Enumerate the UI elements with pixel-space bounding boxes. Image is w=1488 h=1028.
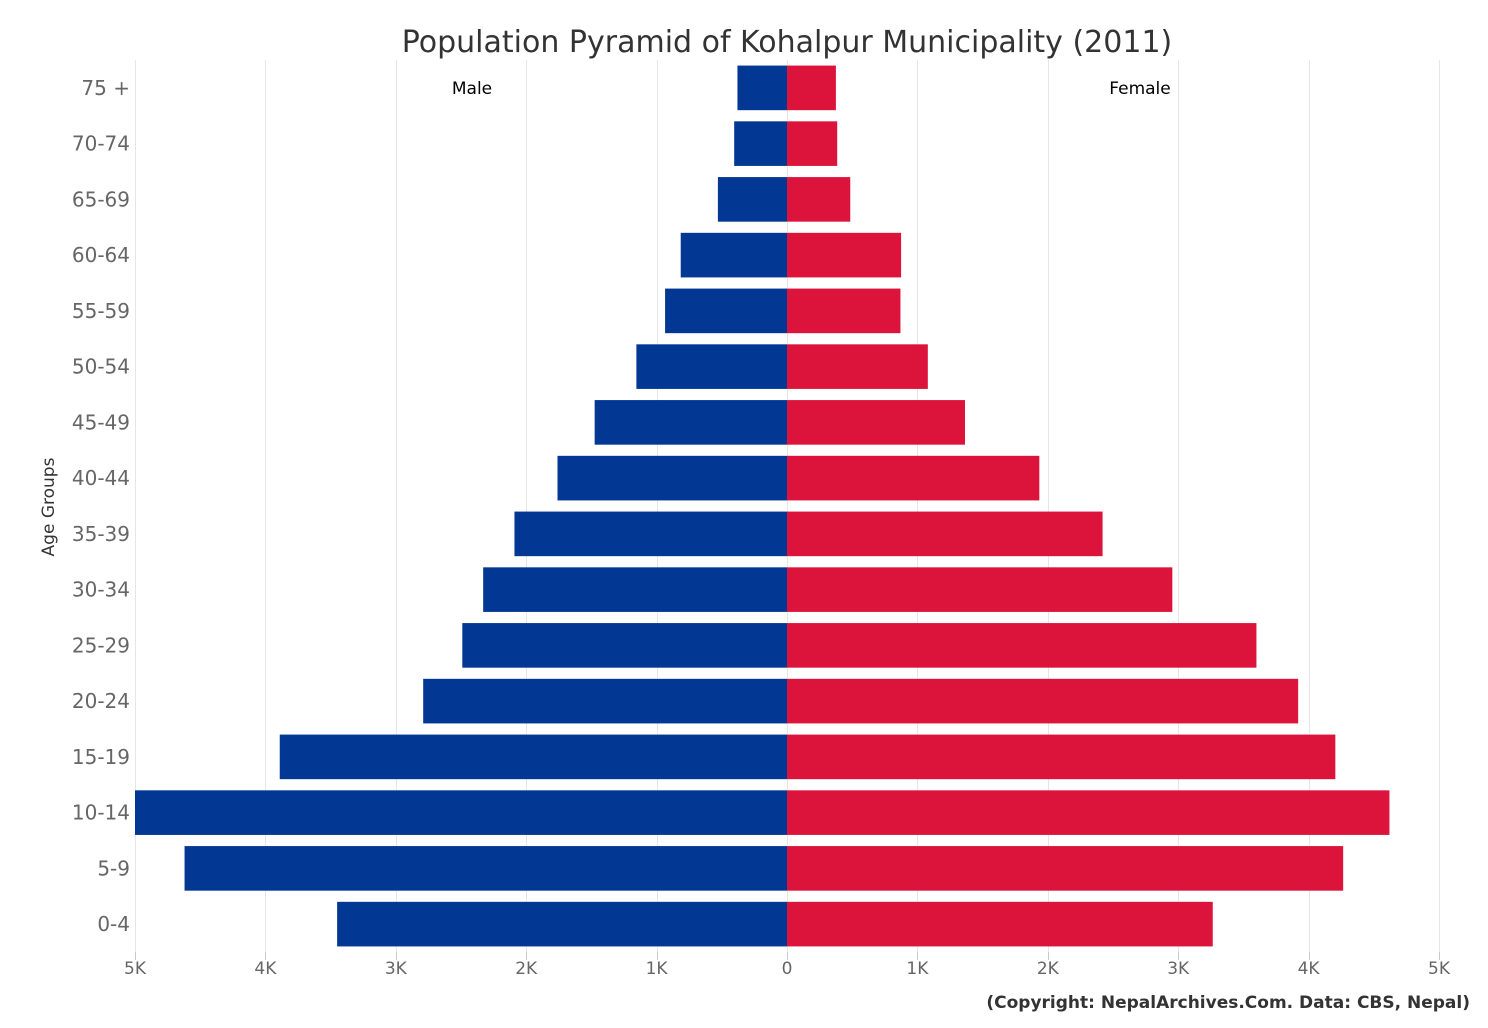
bar-female-2 bbox=[787, 177, 851, 222]
bar-female-13 bbox=[787, 790, 1390, 835]
category-labels: 75 + 70-74 65-69 60-64 55-59 50-54 45-49 40-44 3… bbox=[72, 76, 130, 936]
bar-female-4 bbox=[787, 288, 901, 334]
category-label: 50-54 bbox=[72, 355, 130, 379]
bar-female-5 bbox=[787, 344, 928, 389]
bar-male-5 bbox=[636, 344, 787, 389]
chart-title: Population Pyramid of Kohalpur Municipal… bbox=[402, 25, 1172, 60]
bar-male-1 bbox=[734, 121, 787, 166]
category-label: 55-59 bbox=[72, 299, 130, 323]
category-label: 35-39 bbox=[72, 522, 130, 546]
bar-male-13 bbox=[135, 790, 787, 835]
category-label: 15-19 bbox=[72, 745, 130, 769]
y-axis-title: Age Groups bbox=[39, 457, 59, 556]
bar-male-4 bbox=[665, 288, 787, 334]
category-label: 5-9 bbox=[97, 856, 130, 880]
category-label: 10-14 bbox=[72, 801, 130, 825]
bar-male-8 bbox=[514, 511, 787, 557]
x-tick-label: 1K bbox=[646, 959, 669, 979]
category-label: 40-44 bbox=[72, 466, 130, 490]
bar-female-6 bbox=[787, 400, 965, 445]
bar-male-3 bbox=[680, 232, 787, 278]
x-tick-label: 0 bbox=[782, 959, 793, 979]
x-tick-label: 5K bbox=[124, 959, 147, 979]
bars bbox=[135, 65, 1390, 947]
bar-male-2 bbox=[717, 177, 787, 222]
x-tick-label: 4K bbox=[254, 959, 277, 979]
x-tick-label: 3K bbox=[385, 959, 408, 979]
category-label: 45-49 bbox=[72, 410, 130, 434]
bar-female-10 bbox=[787, 623, 1257, 668]
bar-male-9 bbox=[483, 567, 787, 612]
series-label-male: Male bbox=[452, 79, 492, 99]
x-tick-label: 1K bbox=[906, 959, 929, 979]
bar-female-3 bbox=[787, 232, 902, 278]
x-tick-label: 4K bbox=[1298, 959, 1321, 979]
bar-male-10 bbox=[462, 623, 787, 668]
x-tick-label: 5K bbox=[1428, 959, 1451, 979]
category-label: 60-64 bbox=[72, 243, 130, 267]
category-label: 70-74 bbox=[72, 132, 130, 156]
bar-male-7 bbox=[557, 455, 787, 501]
category-label: 20-24 bbox=[72, 689, 130, 713]
bar-female-12 bbox=[787, 734, 1336, 780]
bar-male-0 bbox=[737, 65, 787, 111]
credit-text: (Copyright: NepalArchives.Com. Data: CBS… bbox=[986, 993, 1470, 1013]
bar-male-15 bbox=[337, 901, 787, 947]
bar-female-14 bbox=[787, 846, 1344, 891]
category-label: 0-4 bbox=[97, 912, 130, 936]
bar-female-9 bbox=[787, 567, 1173, 612]
bar-female-0 bbox=[787, 65, 836, 111]
category-label: 30-34 bbox=[72, 578, 130, 602]
x-tick-labels: 5K 4K 3K 2K 1K 0 1K 2K 3K 4K 5K bbox=[124, 959, 1451, 979]
series-label-female: Female bbox=[1109, 79, 1170, 99]
category-label: 75 + bbox=[81, 76, 130, 100]
x-tick-label: 2K bbox=[515, 959, 538, 979]
bar-male-6 bbox=[594, 400, 787, 445]
bar-female-1 bbox=[787, 121, 838, 166]
x-tick-label: 2K bbox=[1037, 959, 1060, 979]
bar-female-15 bbox=[787, 901, 1213, 947]
bar-male-12 bbox=[279, 734, 787, 780]
category-label: 65-69 bbox=[72, 187, 130, 211]
x-tick-label: 3K bbox=[1167, 959, 1190, 979]
bar-male-14 bbox=[184, 846, 787, 891]
bar-male-11 bbox=[423, 678, 787, 724]
bar-female-7 bbox=[787, 455, 1040, 501]
bar-female-8 bbox=[787, 511, 1103, 557]
category-label: 25-29 bbox=[72, 633, 130, 657]
bar-female-11 bbox=[787, 678, 1299, 724]
